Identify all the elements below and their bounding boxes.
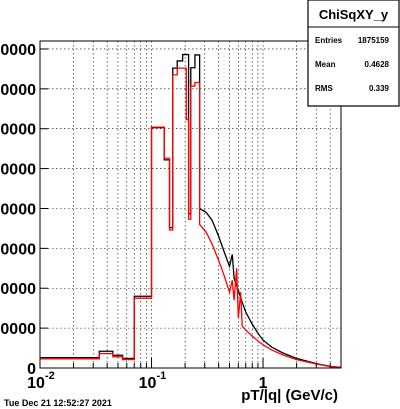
series-layer: [40, 53, 342, 369]
x-tick-label-exponent: -1: [157, 370, 167, 382]
plot-frame: [39, 40, 342, 369]
y-tick-label: 0000: [0, 281, 36, 298]
stats-mean-value: 0.4628: [365, 60, 390, 69]
y-tick-label: 0000: [0, 201, 36, 218]
y-tick-labels: 0000000000000000000000000000000000: [0, 42, 36, 378]
x-tick-labels: 10 -2 10 -1 1: [27, 370, 267, 392]
x-tick-label: 10: [27, 375, 45, 392]
y-tick-label: 0000: [0, 162, 36, 179]
series-line-2: [40, 67, 342, 369]
x-tick-label: 1: [259, 375, 268, 392]
stats-box: ChiSqXY_y Entries 1875159 Mean 0.4628 RM…: [307, 0, 400, 107]
stats-rms-value: 0.339: [369, 84, 390, 93]
stats-box-frame: [307, 0, 400, 107]
y-tick-label: 0000: [0, 241, 36, 258]
y-tick-label: 0000: [0, 321, 36, 338]
y-tick-label: 0000: [0, 122, 36, 139]
y-tick-label: 0: [27, 361, 36, 378]
stats-entries-label: Entries: [315, 36, 343, 45]
stats-title: ChiSqXY_y: [319, 7, 389, 22]
axes: [39, 40, 342, 369]
stats-rms-label: RMS: [315, 84, 333, 93]
stats-mean-label: Mean: [315, 60, 336, 69]
x-tick-label: 10: [139, 375, 157, 392]
y-tick-label: 0000: [0, 82, 36, 99]
x-axis-title: pT/|q| (GeV/c): [241, 387, 338, 404]
timestamp: Tue Dec 21 12:52:27 2021: [4, 398, 112, 408]
stats-entries-value: 1875159: [358, 36, 390, 45]
x-tick-label-exponent: -2: [45, 370, 55, 382]
